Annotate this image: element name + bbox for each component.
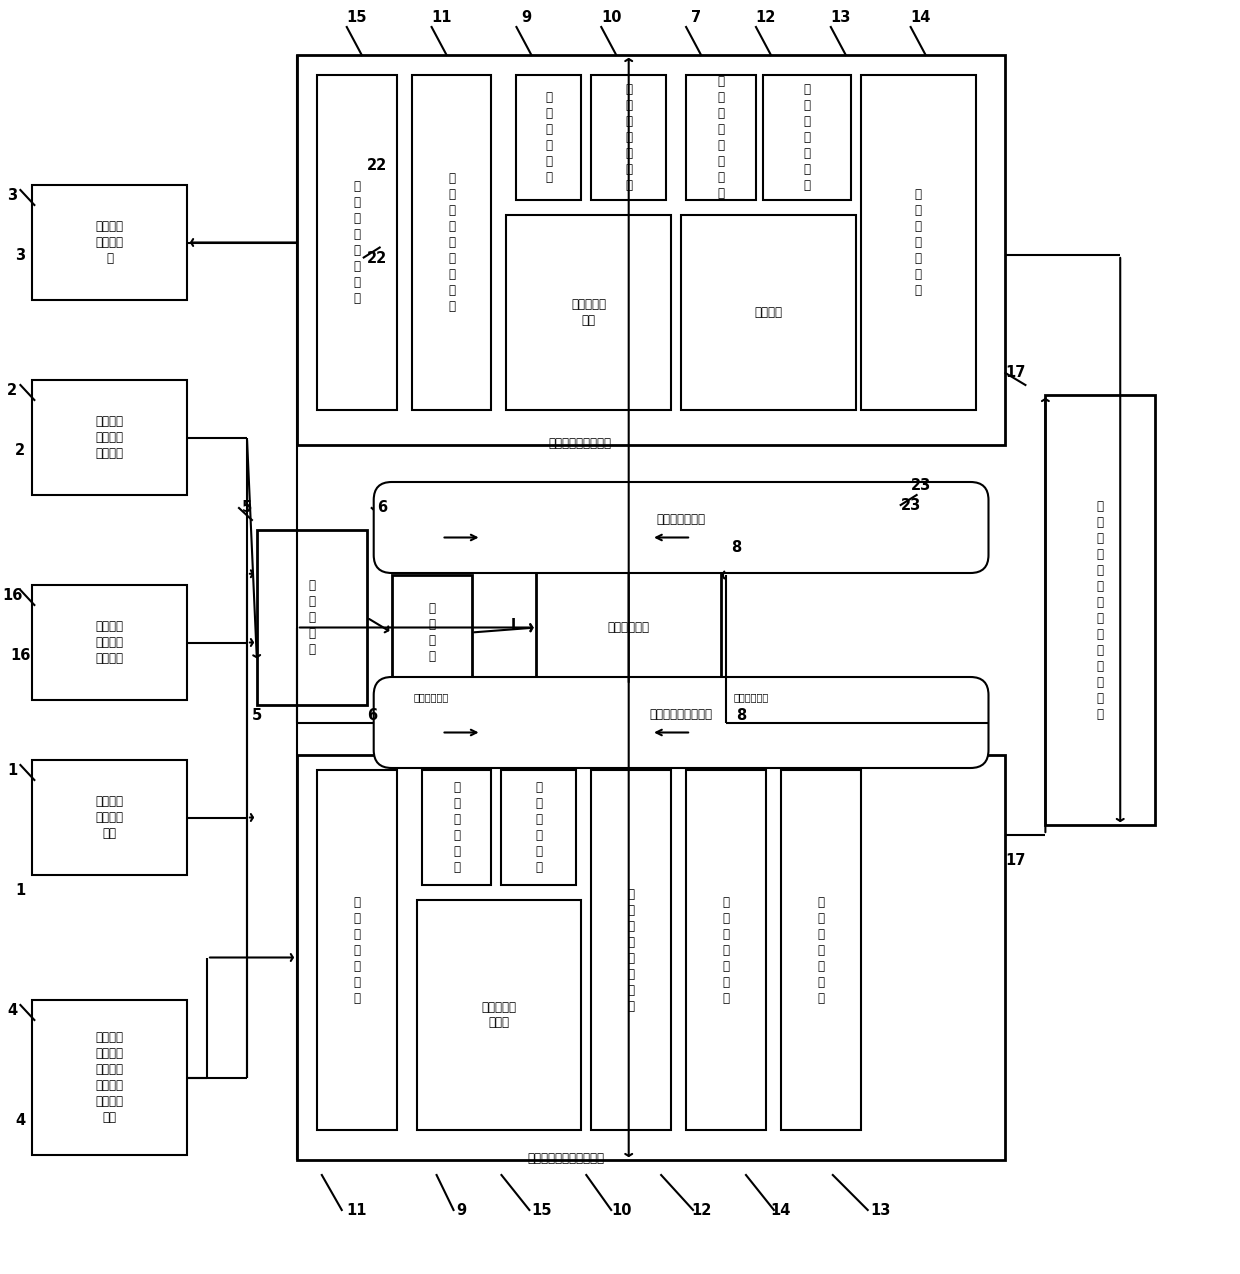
Text: 7: 7 xyxy=(691,10,701,25)
Bar xyxy=(32,185,187,299)
Text: 燃
油
喷
射
控
制: 燃 油 喷 射 控 制 xyxy=(536,781,542,874)
Bar xyxy=(32,1000,187,1156)
Bar xyxy=(591,769,671,1130)
Text: 车轮车辆
状态参数
信号: 车轮车辆 状态参数 信号 xyxy=(95,795,124,840)
Text: 13: 13 xyxy=(831,10,851,25)
Text: 6: 6 xyxy=(367,708,377,724)
Bar xyxy=(412,75,491,410)
Text: 1: 1 xyxy=(7,763,17,778)
Text: 4: 4 xyxy=(15,1113,26,1127)
Text: 14: 14 xyxy=(910,10,931,25)
Text: 悬
架
升
程
控
制
器: 悬 架 升 程 控 制 器 xyxy=(915,189,921,297)
Text: 8: 8 xyxy=(735,708,746,724)
Text: 发动机制动
控制器: 发动机制动 控制器 xyxy=(481,1000,516,1029)
Text: 14: 14 xyxy=(771,1203,791,1218)
Bar xyxy=(516,75,582,200)
Bar xyxy=(316,75,397,410)
Text: l: l xyxy=(511,618,516,633)
FancyBboxPatch shape xyxy=(373,676,988,768)
Text: 爆胎控制进入: 爆胎控制进入 xyxy=(414,692,449,702)
Text: 15: 15 xyxy=(531,1203,552,1218)
Bar xyxy=(781,769,861,1130)
Text: 燃
油
喷
射
控
制
器: 燃 油 喷 射 控 制 器 xyxy=(625,83,632,192)
Text: 悬
架
升
程
控
制
器: 悬 架 升 程 控 制 器 xyxy=(723,896,729,1004)
Bar xyxy=(32,380,187,496)
Text: 踏
板
制
动
控
制
器: 踏 板 制 动 控 制 器 xyxy=(353,896,361,1004)
Text: 16: 16 xyxy=(2,589,22,603)
Bar xyxy=(296,55,1006,445)
Text: 车辆爆胎
控参数信
号: 车辆爆胎 控参数信 号 xyxy=(95,220,124,265)
Text: 发
动
机
制
动
控
制
器: 发 动 机 制 动 控 制 器 xyxy=(353,180,361,304)
Text: 12: 12 xyxy=(691,1203,712,1218)
Text: 17: 17 xyxy=(1006,854,1025,868)
Bar xyxy=(686,769,766,1130)
Bar xyxy=(257,530,367,705)
Text: 16: 16 xyxy=(10,648,31,662)
Text: 车轮车辆正常工况控制器: 车轮车辆正常工况控制器 xyxy=(528,1152,605,1164)
Text: 11: 11 xyxy=(432,10,451,25)
Text: 1: 1 xyxy=(15,883,26,898)
Text: 10: 10 xyxy=(611,1203,631,1218)
Text: 12: 12 xyxy=(755,10,776,25)
Bar xyxy=(417,899,582,1130)
Text: 发动机驱动
控制: 发动机驱动 控制 xyxy=(572,298,606,327)
Bar xyxy=(686,75,756,200)
Text: 8: 8 xyxy=(730,540,742,555)
Bar xyxy=(501,769,577,885)
Text: 爆胎控制退出: 爆胎控制退出 xyxy=(733,692,769,702)
Text: 主
动
转
向
控
制
器: 主 动 转 向 控 制 器 xyxy=(804,83,811,192)
Text: 22: 22 xyxy=(367,158,387,173)
Text: 前后车辆
运动状态
参数信号: 前后车辆 运动状态 参数信号 xyxy=(95,415,124,460)
Bar xyxy=(392,575,471,691)
Text: 10: 10 xyxy=(601,10,621,25)
Text: 爆
胎
主
控
器: 爆 胎 主 控 器 xyxy=(309,578,315,656)
FancyBboxPatch shape xyxy=(373,482,988,573)
Bar xyxy=(1045,395,1156,826)
Text: 17: 17 xyxy=(1006,364,1025,380)
Text: 爆
胎
信
号: 爆 胎 信 号 xyxy=(428,603,435,662)
Text: 5: 5 xyxy=(252,708,262,724)
Text: 15: 15 xyxy=(346,10,367,25)
Text: 节
气
门
控
制
器: 节 气 门 控 制 器 xyxy=(453,781,460,874)
Text: 主
动
转
向
控
制
器: 主 动 转 向 控 制 器 xyxy=(817,896,825,1004)
Text: 车轮车辆爆胎控制器: 车轮车辆爆胎控制器 xyxy=(549,437,611,450)
Bar xyxy=(32,761,187,875)
Text: 13: 13 xyxy=(870,1203,890,1218)
Bar xyxy=(316,769,397,1130)
Bar xyxy=(296,755,1006,1161)
Text: 节
气
门
控
制
器: 节 气 门 控 制 器 xyxy=(546,90,552,183)
Text: 爆胎控制内循环: 爆胎控制内循环 xyxy=(657,513,706,526)
Text: 转
向
轮
转
角
控
制
器: 转 向 轮 转 角 控 制 器 xyxy=(627,888,635,1013)
Text: 4: 4 xyxy=(7,1003,17,1018)
Text: 车
载
制
动
驱
动
转
向
悬
架
执
行
装
置: 车 载 制 动 驱 动 转 向 悬 架 执 行 装 置 xyxy=(1096,499,1104,721)
Text: 22: 22 xyxy=(367,251,387,265)
Bar xyxy=(591,75,666,200)
Text: 23: 23 xyxy=(910,478,931,493)
Text: 人工手动
键控参数
操作信号: 人工手动 键控参数 操作信号 xyxy=(95,620,124,665)
Bar xyxy=(32,585,187,699)
Text: 9: 9 xyxy=(456,1203,466,1218)
Text: 3: 3 xyxy=(15,248,26,262)
Text: 2: 2 xyxy=(7,383,17,397)
Text: 9: 9 xyxy=(521,10,532,25)
Text: 5: 5 xyxy=(242,499,252,515)
Bar xyxy=(681,215,856,410)
Text: 控制模式转换: 控制模式转换 xyxy=(608,620,650,634)
Bar xyxy=(422,769,491,885)
Text: 车
辆
踏
板
制
动
控
制
器: 车 辆 踏 板 制 动 控 制 器 xyxy=(448,172,455,313)
Text: 2: 2 xyxy=(15,443,26,457)
Text: 6: 6 xyxy=(377,499,387,515)
Bar xyxy=(537,569,720,685)
Text: 11: 11 xyxy=(346,1203,367,1218)
Bar xyxy=(506,215,671,410)
Text: 转
向
轮
回
转
力
控
制: 转 向 轮 回 转 力 控 制 xyxy=(718,75,724,200)
Text: 转向控制: 转向控制 xyxy=(754,306,782,318)
Bar xyxy=(861,75,976,410)
Bar xyxy=(763,75,851,200)
Text: 23: 23 xyxy=(900,498,921,513)
Text: 3: 3 xyxy=(7,189,17,203)
Text: 车辆制动
驱动转向
人工控制
操作界面
输出参数
信号: 车辆制动 驱动转向 人工控制 操作界面 输出参数 信号 xyxy=(95,1031,124,1124)
Text: 正常工况控制外循环: 正常工况控制外循环 xyxy=(650,708,713,721)
